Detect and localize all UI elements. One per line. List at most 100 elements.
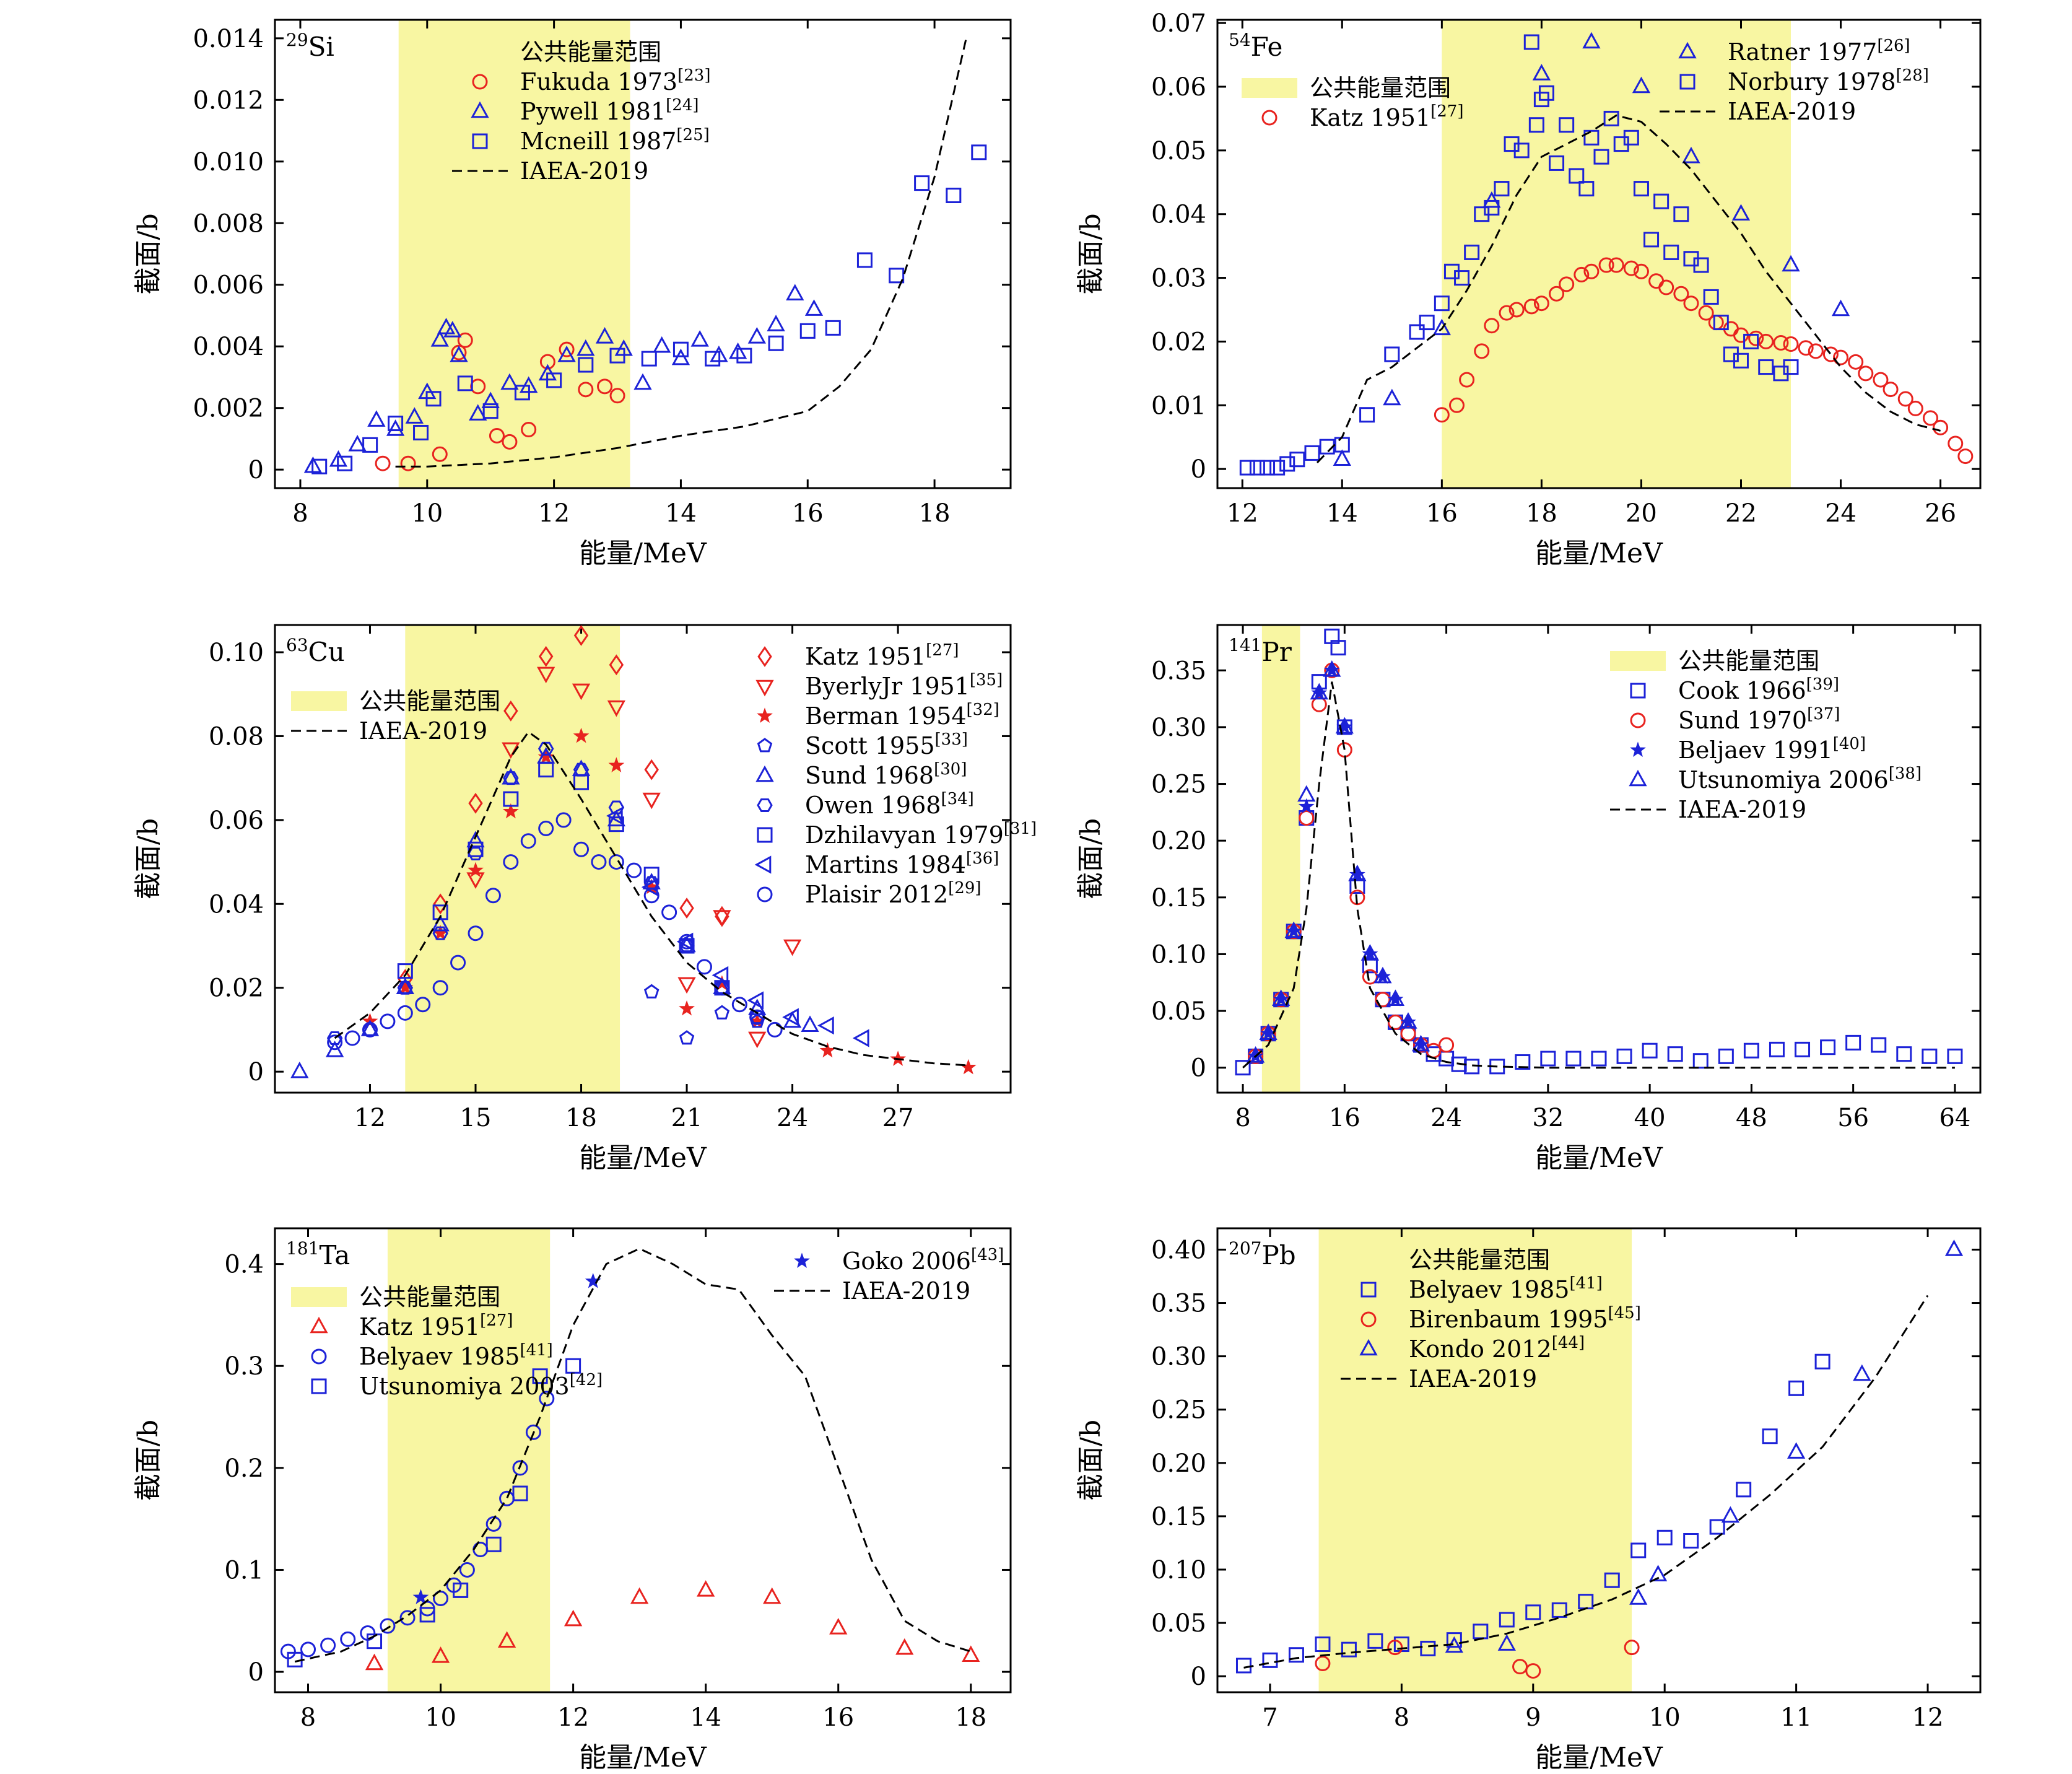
data-point bbox=[1260, 460, 1276, 476]
y-tick-label: 0.05 bbox=[1151, 997, 1206, 1026]
legend-entry: Katz 1951[27] bbox=[359, 1311, 513, 1340]
legend-marker bbox=[1679, 74, 1695, 90]
y-axis-label: 截面/b bbox=[133, 214, 164, 295]
data-point bbox=[1384, 346, 1400, 362]
data-point bbox=[1907, 400, 1923, 416]
nuclide-label: 29Si bbox=[286, 30, 334, 63]
y-tick-label: 0.010 bbox=[193, 148, 264, 177]
data-point bbox=[1783, 336, 1799, 352]
data-point bbox=[1721, 1506, 1740, 1523]
data-point bbox=[1831, 299, 1850, 317]
data-point bbox=[1375, 992, 1391, 1008]
legend-marker bbox=[310, 1316, 328, 1334]
data-point bbox=[1262, 1652, 1278, 1668]
data-point bbox=[1731, 204, 1751, 221]
chart-panel-si: 8 10 12 14 16 18 0 0.002 0.004 0.006 0.008 0.010 0.0… bbox=[133, 19, 1012, 569]
nuclide-label: 207Pb bbox=[1229, 1238, 1296, 1271]
legend-entry: IAEA-2019 bbox=[842, 1277, 970, 1304]
x-tick-label: 12 bbox=[557, 1703, 589, 1732]
chart-panel-ta: 8 10 12 14 16 18 0 0.1 0.2 0.3 0.4 能量/MeV 截面/b 181Ta 公… bbox=[133, 1227, 1012, 1773]
data-point bbox=[1922, 410, 1938, 426]
iaea-2019-curve bbox=[334, 730, 969, 1067]
y-tick-label: 0.008 bbox=[193, 209, 264, 238]
iaea-2019-curve bbox=[395, 38, 967, 468]
legend-marker bbox=[311, 1348, 327, 1365]
legend-marker bbox=[1630, 683, 1646, 699]
data-point bbox=[525, 1424, 541, 1440]
data-point bbox=[1434, 295, 1450, 312]
energy-range-band bbox=[405, 625, 620, 1093]
data-point bbox=[450, 955, 466, 971]
data-point bbox=[914, 175, 930, 191]
data-point bbox=[1387, 991, 1404, 1007]
data-point bbox=[466, 831, 485, 848]
data-point bbox=[290, 1061, 309, 1078]
data-point bbox=[433, 1591, 449, 1607]
data-point bbox=[1235, 1060, 1251, 1076]
y-tick-label: 0.06 bbox=[1151, 73, 1206, 102]
data-point bbox=[469, 404, 487, 421]
data-point bbox=[1419, 315, 1435, 331]
legend-entry: Katz 1951[27] bbox=[805, 641, 959, 670]
data-point bbox=[1528, 117, 1544, 133]
legend-entry: Plaisir 2012[29] bbox=[805, 879, 982, 908]
data-point bbox=[1286, 923, 1302, 938]
legend-band-label: 公共能量范围 bbox=[359, 1283, 500, 1311]
data-point bbox=[1336, 719, 1353, 734]
data-point bbox=[889, 268, 905, 284]
data-point bbox=[419, 1607, 435, 1623]
data-point bbox=[1310, 683, 1328, 700]
x-axis-label: 能量/MeV bbox=[1535, 538, 1663, 569]
legend-entry: Belyaev 1985[41] bbox=[1409, 1274, 1603, 1303]
data-point bbox=[768, 335, 784, 351]
data-point bbox=[577, 339, 595, 356]
data-point bbox=[1713, 315, 1729, 331]
data-point bbox=[1709, 1519, 1725, 1535]
data-point bbox=[375, 455, 391, 471]
data-point bbox=[468, 862, 484, 878]
data-point bbox=[1896, 1046, 1912, 1062]
data-point bbox=[450, 345, 468, 362]
data-point bbox=[1633, 263, 1649, 279]
data-point bbox=[786, 284, 804, 300]
data-point bbox=[1682, 146, 1700, 164]
data-point bbox=[367, 1633, 383, 1649]
data-point bbox=[397, 963, 413, 979]
data-point bbox=[630, 1587, 649, 1604]
y-tick-label: 0 bbox=[248, 456, 264, 484]
y-axis-label: 截面/b bbox=[133, 1420, 164, 1501]
data-point bbox=[609, 347, 625, 364]
legend-marker bbox=[754, 855, 772, 874]
data-point bbox=[502, 742, 520, 759]
data-point bbox=[1304, 445, 1320, 461]
data-point bbox=[1559, 117, 1575, 133]
x-tick-label: 16 bbox=[1426, 499, 1458, 528]
y-tick-label: 0.04 bbox=[1151, 201, 1206, 229]
data-point bbox=[470, 378, 486, 395]
data-point bbox=[1845, 1034, 1861, 1051]
data-point bbox=[1582, 32, 1601, 49]
x-tick-label: 18 bbox=[955, 1703, 986, 1732]
legend-entry: Utsunomiya 2003[42] bbox=[359, 1371, 603, 1400]
x-tick-label: 12 bbox=[354, 1104, 386, 1132]
y-tick-label: 0.02 bbox=[1151, 328, 1206, 356]
y-tick-label: 0.002 bbox=[193, 395, 264, 423]
data-point bbox=[457, 375, 473, 391]
data-point bbox=[714, 1005, 730, 1020]
data-point bbox=[1957, 448, 1974, 465]
legend-marker bbox=[755, 765, 774, 782]
data-point bbox=[362, 437, 378, 453]
y-axis-label: 截面/b bbox=[1075, 1420, 1107, 1501]
y-tick-label: 0 bbox=[1191, 1663, 1206, 1691]
data-point bbox=[1279, 456, 1295, 472]
energy-range-band bbox=[1261, 625, 1300, 1093]
x-tick-label: 12 bbox=[1227, 499, 1258, 528]
data-point bbox=[367, 410, 386, 427]
legend-entry: Owen 1968[34] bbox=[805, 790, 974, 819]
data-point bbox=[679, 1000, 695, 1016]
data-point bbox=[489, 427, 505, 443]
data-point bbox=[799, 323, 816, 339]
data-point bbox=[388, 416, 404, 432]
legend-band-swatch bbox=[1242, 78, 1297, 98]
